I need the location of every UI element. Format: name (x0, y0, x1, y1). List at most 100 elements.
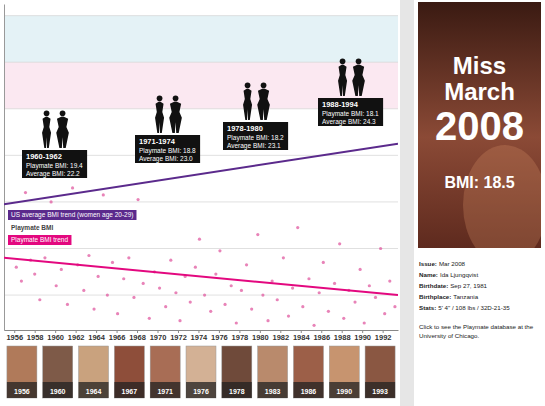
scatter-point (322, 261, 325, 264)
thumbnail[interactable]: 1960 (43, 346, 73, 398)
scatter-point (342, 317, 345, 320)
x-tick: 1956 (6, 330, 23, 342)
x-tick-label: 1982 (272, 333, 289, 342)
scatter-point (240, 289, 243, 292)
legend-item: US average BMI trend (women age 20-29) (8, 210, 136, 220)
info-line: Name:Ida Ljungqvist (419, 271, 478, 278)
thumbnail-image (43, 346, 73, 398)
scatter-point (106, 293, 109, 296)
x-tick: 1992 (375, 330, 392, 342)
scatter-point (353, 300, 356, 303)
thumbnail-band (329, 382, 359, 398)
scatter-point (282, 256, 285, 259)
scatter-point (136, 198, 139, 201)
thumbnail-image (114, 346, 144, 398)
grid-line (4, 201, 398, 202)
silhouette (155, 95, 164, 133)
thumbnail[interactable]: 1964 (79, 346, 109, 398)
thumbnail[interactable]: 1986 (293, 346, 323, 398)
thumbnail-band (43, 382, 73, 398)
annotation-text: Average BMI: 22.2 (26, 170, 80, 178)
x-tick-label: 1958 (27, 333, 44, 342)
scatter-point (266, 319, 269, 322)
annotation: 1960-1962Playmate BMI: 19.4Average BMI: … (22, 110, 87, 178)
thumbnail-image (7, 346, 37, 398)
scatter-point (388, 280, 391, 283)
silhouette-body (352, 64, 365, 96)
info-value: Ida Ljungqvist (440, 271, 478, 278)
info-label: Name: (419, 271, 438, 278)
silhouette-body (257, 88, 270, 120)
scatter-point (250, 307, 253, 310)
silhouette-body (42, 116, 51, 148)
x-tick-label: 1968 (129, 333, 146, 342)
scatter-point (230, 284, 233, 287)
scatter-point (142, 282, 145, 285)
legend-label: Playmate BMI (11, 224, 53, 232)
x-tick-label: 1966 (109, 333, 126, 342)
scatter-point (66, 303, 69, 306)
info-label: Birthdate: (419, 282, 448, 289)
thumbnail-band (79, 382, 109, 398)
y-axis (4, 5, 5, 331)
thumbnail-label: 1960 (50, 388, 66, 395)
annotation: 1971-1974Playmate BMI: 18.8Average BMI: … (135, 95, 200, 163)
info-value: Mar 2008 (439, 260, 466, 267)
thumbnail-label: 1983 (265, 388, 281, 395)
scatter-point (296, 226, 299, 229)
scatter-point (307, 277, 310, 280)
x-tick-label: 1984 (293, 333, 311, 342)
thumbnail[interactable]: 1990 (329, 346, 359, 398)
thumbnail-image (365, 346, 395, 398)
thumbnail[interactable]: 1976 (186, 346, 216, 398)
annotation-box (22, 150, 87, 178)
background-band (4, 16, 398, 63)
x-tick: 1988 (334, 330, 351, 342)
thumbnail[interactable]: 1971 (150, 346, 180, 398)
scatter-point (127, 256, 130, 259)
x-tick: 1976 (211, 330, 228, 342)
silhouette (169, 95, 182, 133)
x-tick: 1990 (354, 330, 371, 342)
x-tick-label: 1974 (191, 333, 209, 342)
scatter-point (178, 319, 181, 322)
cover-caption: BMI: 18.5 (444, 174, 514, 191)
x-tick: 1980 (252, 330, 269, 342)
scatter-point (92, 307, 95, 310)
note-line: Click to see the Playmate database at th… (419, 323, 534, 330)
annotation-title: 1988-1994 (322, 100, 359, 109)
silhouette-body (243, 88, 252, 120)
cover-title: 2008 (435, 104, 524, 148)
scatter-point (71, 186, 74, 189)
scatter-point (393, 305, 396, 308)
annotation-text: Average BMI: 23.0 (139, 155, 193, 163)
note-link[interactable]: Click to see the Playmate database at th… (419, 323, 534, 339)
scatter-point (235, 321, 238, 324)
x-tick: 1970 (150, 330, 167, 342)
x-tick-label: 1956 (6, 333, 23, 342)
scatter-point (214, 273, 217, 276)
thumbnail[interactable]: 1967 (114, 346, 144, 398)
thumbnail[interactable]: 1978 (222, 346, 252, 398)
silhouette (338, 58, 347, 96)
thumbnail-band (186, 382, 216, 398)
legend-item: Playmate BMI trend (8, 235, 71, 245)
scatter-point (383, 312, 386, 315)
x-tick: 1960 (47, 330, 64, 342)
scatter-point (359, 268, 362, 271)
scatter-point (60, 268, 63, 271)
thumbnail[interactable]: 1956 (7, 346, 37, 398)
thumbnail[interactable]: 1993 (365, 346, 395, 398)
legend: US average BMI trend (women age 20-29) Pl… (8, 210, 136, 245)
scatter-point (55, 284, 58, 287)
thumbnail[interactable]: 1983 (258, 346, 288, 398)
grid-line (4, 248, 398, 249)
x-tick-label: 1972 (170, 333, 187, 342)
thumbnail-label: 1964 (86, 388, 102, 395)
x-tick: 1958 (27, 330, 44, 342)
silhouette-head (340, 58, 346, 64)
x-tick: 1984 (293, 330, 311, 342)
series (4, 258, 398, 295)
silhouette-head (356, 58, 362, 64)
thumbnail-band (7, 382, 37, 398)
